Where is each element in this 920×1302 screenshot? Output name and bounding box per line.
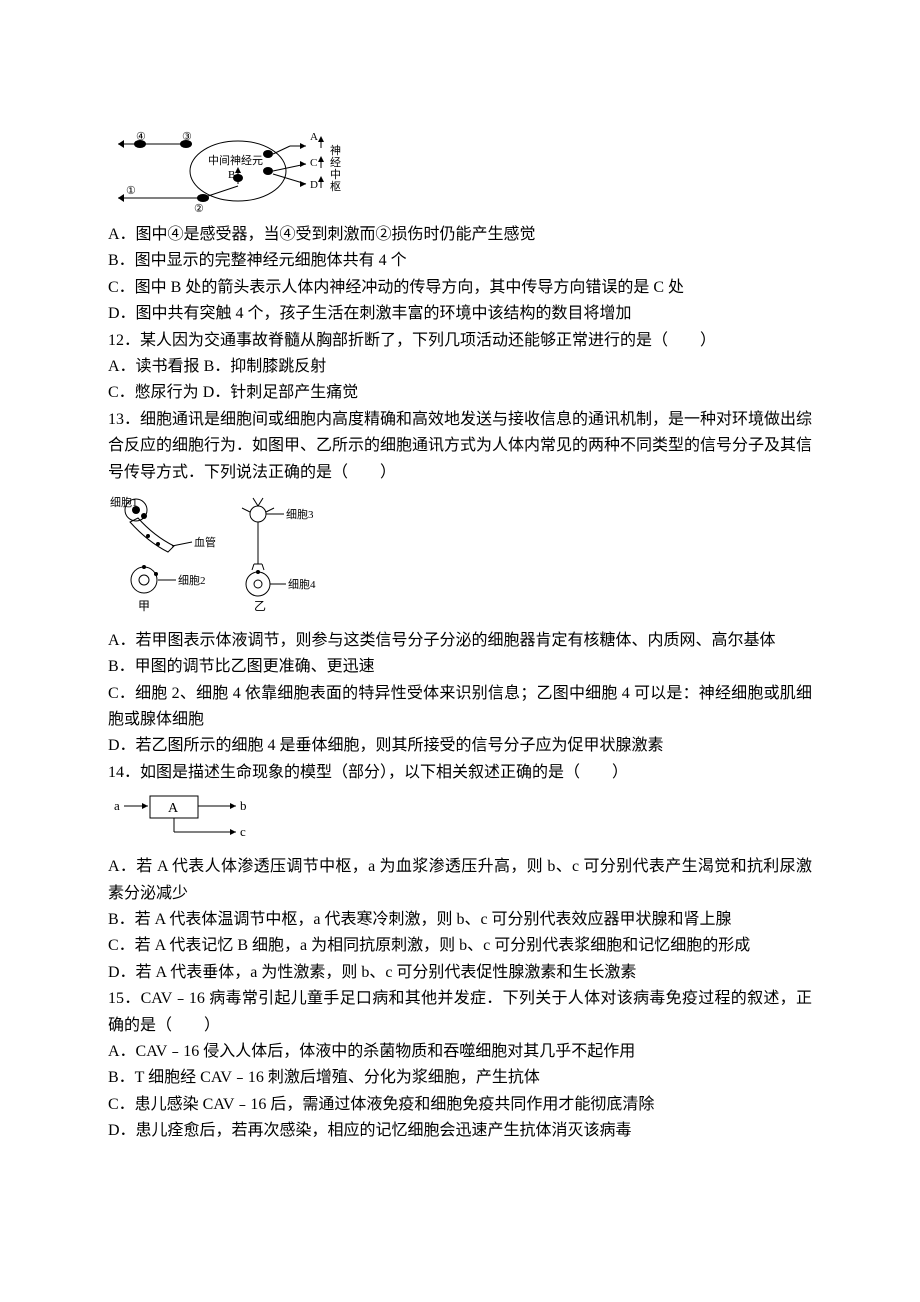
- model-figure: a A b c: [108, 792, 812, 848]
- q11-option-d: D．图中共有突触 4 个，孩子生活在刺激丰富的环境中该结构的数目将增加: [108, 301, 812, 327]
- q12-option-c: C．憋尿行为: [108, 384, 199, 401]
- q11-option-b: B．图中显示的完整神经元细胞体共有 4 个: [108, 248, 812, 274]
- q12-option-d: D．针刺足部产生痛觉: [203, 384, 359, 401]
- q15-option-c: C．患儿感染 CAV﹣16 后，需通过体液免疫和细胞免疫共同作用才能彻底清除: [108, 1092, 812, 1118]
- label-A-box: A: [168, 801, 179, 816]
- label-c: c: [240, 824, 246, 839]
- label-2: ②: [194, 203, 204, 215]
- label-vessel: 血管: [194, 535, 216, 549]
- label-cell1: 细胞1: [110, 496, 138, 509]
- reflex-arc-figure: ④ ③ 中间神经元 B A C D ① ② 神 经: [108, 126, 812, 216]
- q13-option-b: B．甲图的调节比乙图更准确、更迅速: [108, 654, 812, 680]
- q15-option-a: A．CAV﹣16 侵入人体后，体液中的杀菌物质和吞噬细胞对其几乎不起作用: [108, 1039, 812, 1065]
- q15-option-b: B．T 细胞经 CAV﹣16 刺激后增殖、分化为浆细胞，产生抗体: [108, 1065, 812, 1091]
- label-a: a: [114, 798, 120, 813]
- label-yi: 乙: [254, 599, 266, 613]
- label-b: b: [240, 798, 247, 813]
- label-right-1: 神: [330, 143, 341, 157]
- cell-comm-figure: 细胞1 血管 细胞2 甲 细胞3 细胞4 乙: [108, 492, 812, 622]
- q15-stem: 15．CAV﹣16 病毒常引起儿童手足口病和其他并发症．下列关于人体对该病毒免疫…: [108, 986, 812, 1039]
- q13-option-c: C．细胞 2、细胞 4 依靠细胞表面的特异性受体来识别信息；乙图中细胞 4 可以…: [108, 681, 812, 734]
- q14-option-b: B．若 A 代表体温调节中枢，a 代表寒冷刺激，则 b、c 可分别代表效应器甲状…: [108, 907, 812, 933]
- q14-option-d: D．若 A 代表垂体，a 为性激素，则 b、c 可分别代表促性腺激素和生长激素: [108, 960, 812, 986]
- svg-text:枢: 枢: [330, 179, 341, 193]
- label-cell2: 细胞2: [178, 574, 206, 587]
- label-cell3: 细胞3: [286, 508, 314, 521]
- label-3: ③: [182, 131, 192, 143]
- q14-option-a: A．若 A 代表人体渗透压调节中枢，a 为血浆渗透压升高，则 b、c 可分别代表…: [108, 854, 812, 907]
- q13-option-a: A．若甲图表示体液调节，则参与这类信号分子分泌的细胞器肯定有核糖体、内质网、高尔…: [108, 628, 812, 654]
- label-4: ④: [136, 131, 146, 143]
- label-C: C: [310, 157, 317, 169]
- q12-option-b: B．抑制膝跳反射: [204, 358, 327, 375]
- q14-stem: 14．如图是描述生命现象的模型（部分），以下相关叙述正确的是（ ）: [108, 760, 812, 786]
- label-cell4: 细胞4: [288, 578, 316, 591]
- label-1: ①: [126, 185, 136, 197]
- label-B: B: [228, 169, 235, 181]
- q11-option-c: C．图中 B 处的箭头表示人体内神经冲动的传导方向，其中传导方向错误的是 C 处: [108, 275, 812, 301]
- svg-text:中: 中: [330, 168, 341, 181]
- q13-option-d: D．若乙图所示的细胞 4 是垂体细胞，则其所接受的信号分子应为促甲状腺激素: [108, 733, 812, 759]
- q11-option-a: A．图中④是感受器，当④受到刺激而②损伤时仍能产生感觉: [108, 222, 812, 248]
- q12-stem: 12．某人因为交通事故脊髓从胸部折断了，下列几项活动还能够正常进行的是（ ）: [108, 328, 812, 354]
- label-A: A: [310, 131, 318, 143]
- label-jia: 甲: [138, 599, 150, 613]
- q13-stem: 13．细胞通讯是细胞间或细胞内高度精确和高效地发送与接收信息的通讯机制，是一种对…: [108, 407, 812, 486]
- label-D: D: [310, 179, 318, 191]
- label-mid: 中间神经元: [208, 153, 263, 167]
- svg-text:经: 经: [330, 156, 341, 169]
- q15-option-d: D．患儿痊愈后，若再次感染，相应的记忆细胞会迅速产生抗体消灭该病毒: [108, 1118, 812, 1144]
- q14-option-c: C．若 A 代表记忆 B 细胞，a 为相同抗原刺激，则 b、c 可分别代表浆细胞…: [108, 933, 812, 959]
- q12-option-a: A．读书看报: [108, 358, 200, 375]
- q12-options-ab: A．读书看报 B．抑制膝跳反射: [108, 354, 812, 380]
- q12-options-cd: C．憋尿行为 D．针刺足部产生痛觉: [108, 380, 812, 406]
